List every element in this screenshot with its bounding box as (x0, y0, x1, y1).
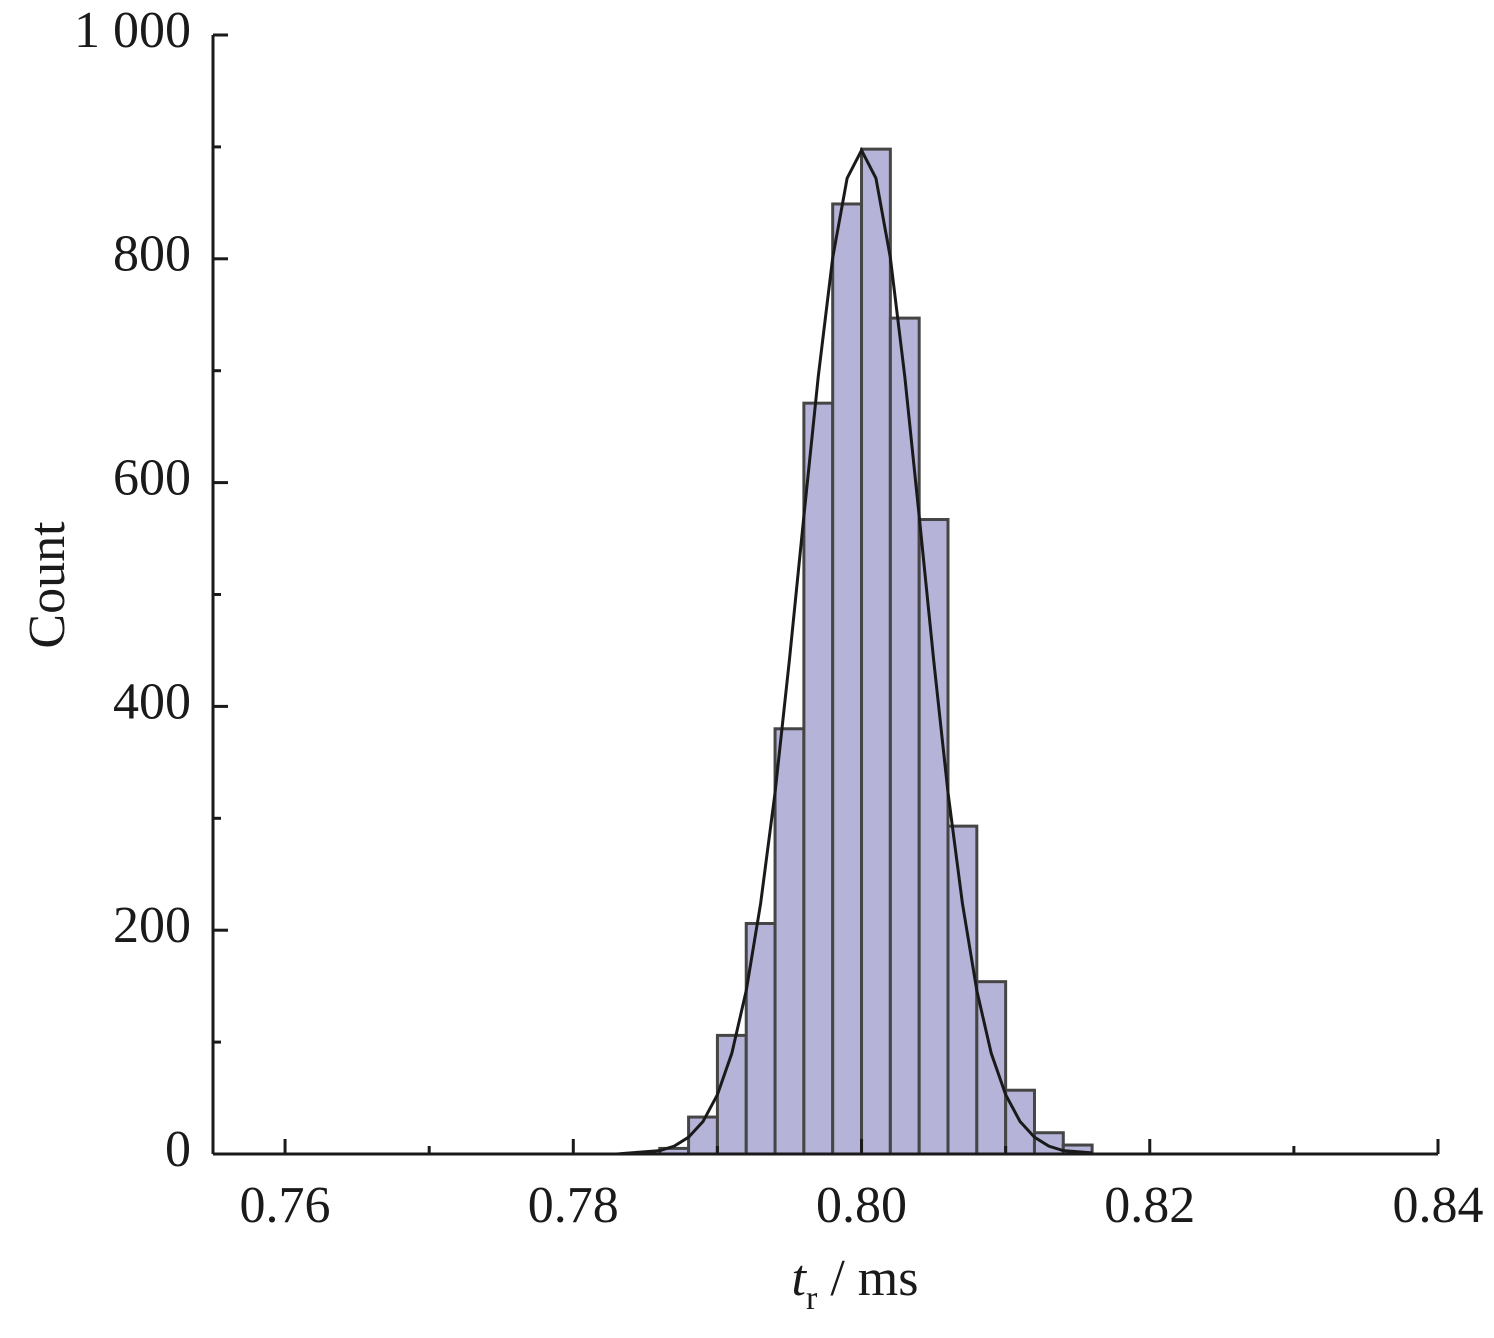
y-tick-label: 400 (113, 673, 191, 730)
x-axis-label: tr / ms (792, 1250, 919, 1317)
fit-curve (602, 146, 1093, 1156)
bar (831, 202, 864, 1156)
bar (917, 518, 950, 1156)
bar (773, 727, 806, 1156)
y-tick-label: 1 000 (74, 2, 191, 59)
x-label-sub: r (806, 1280, 818, 1317)
y-tick-label: 200 (113, 897, 191, 954)
x-tick-label: 0.82 (1104, 1177, 1195, 1234)
y-axis-label: Count (19, 521, 76, 649)
x-tick-label: 0.78 (528, 1177, 619, 1234)
y-tick-label: 600 (113, 450, 191, 507)
x-label-var: t (792, 1250, 808, 1307)
bar (860, 147, 892, 1156)
bar (888, 316, 921, 1156)
bar (802, 401, 835, 1156)
bar (946, 824, 979, 1156)
y-tick-label: 0 (165, 1121, 191, 1178)
x-tick-label: 0.80 (816, 1177, 907, 1234)
x-tick-label: 0.84 (1393, 1177, 1484, 1234)
x-label-unit: / ms (817, 1250, 918, 1307)
x-tick-label: 0.76 (240, 1177, 331, 1234)
y-tick-label: 800 (113, 226, 191, 283)
